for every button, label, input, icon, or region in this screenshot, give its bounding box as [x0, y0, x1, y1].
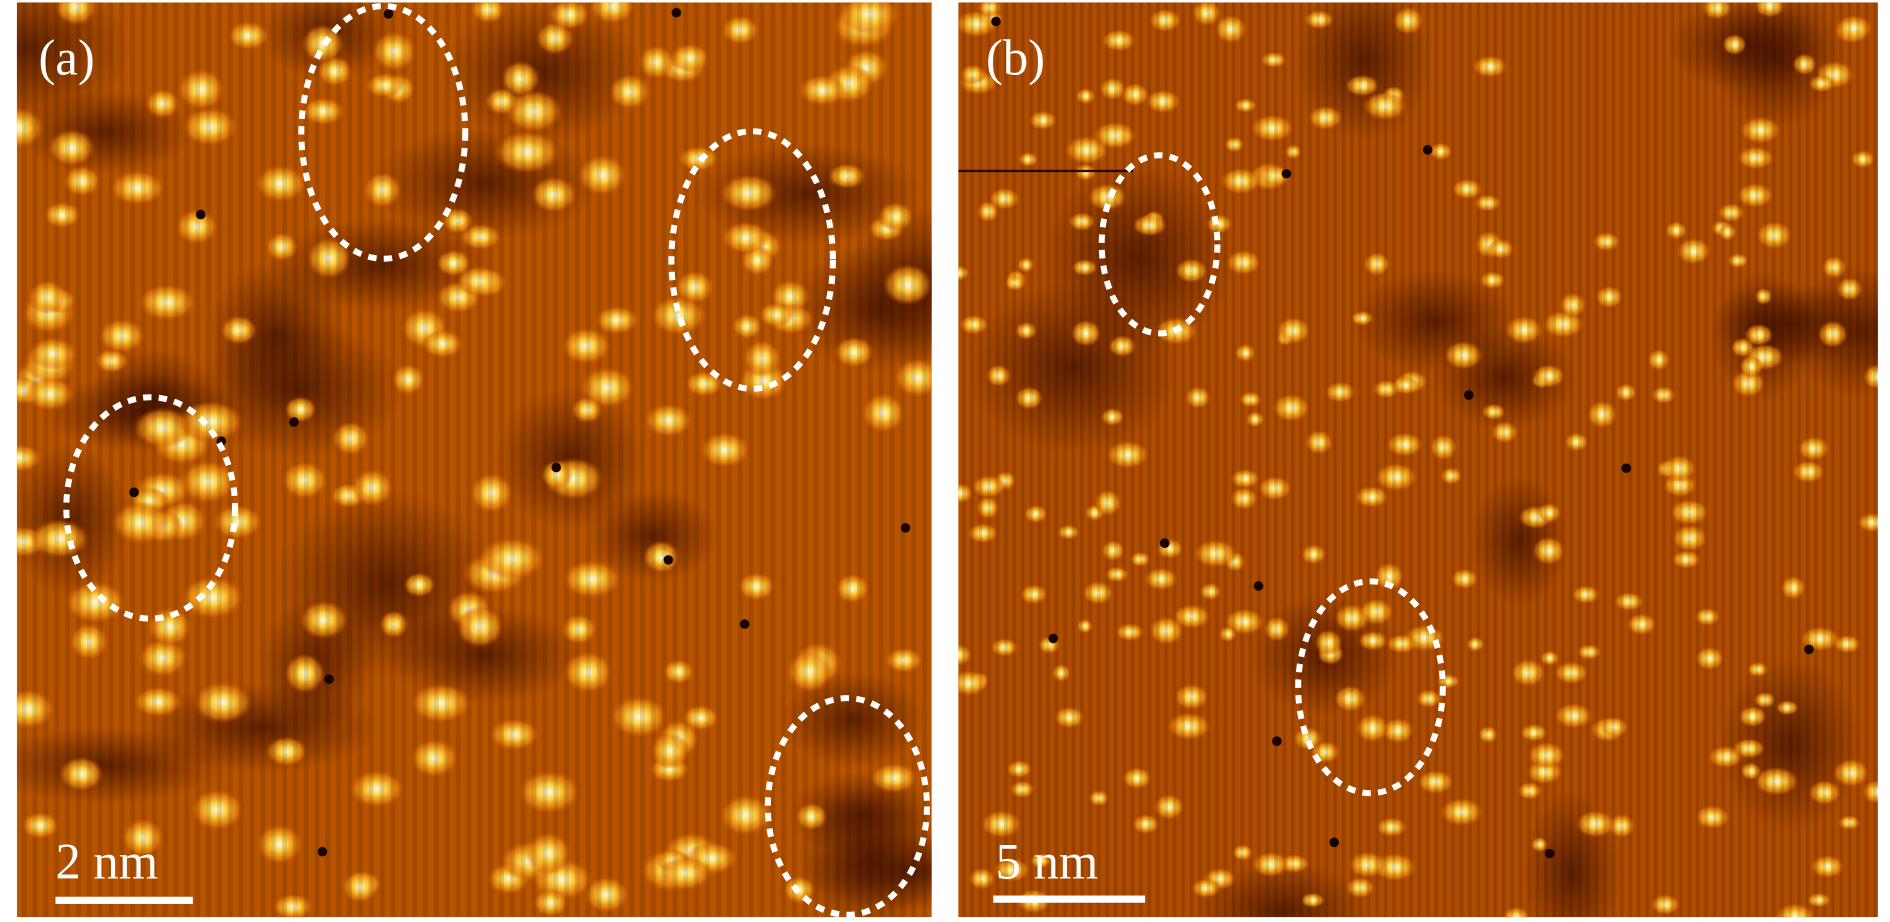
dashed-ellipse — [668, 128, 836, 392]
dashed-ellipse — [63, 394, 239, 622]
panel-a: (a) 2 nm — [16, 2, 932, 918]
panel-label: (b) — [986, 30, 1045, 86]
scale-bar-label: 2 nm — [55, 834, 158, 890]
scale-bar-label: 5 nm — [996, 834, 1099, 890]
dashed-ellipse — [298, 3, 469, 262]
lattice — [958, 2, 1878, 918]
dashed-ellipse — [1098, 152, 1221, 337]
dashed-ellipse — [764, 695, 930, 918]
highlight-rings — [1098, 152, 1446, 797]
dashed-ellipse — [1295, 578, 1446, 797]
panel-label: (a) — [39, 30, 95, 86]
panel-b: (b) 5 nm — [958, 2, 1878, 918]
scale-bar — [55, 896, 193, 904]
scale-bar — [993, 895, 1146, 903]
highlight-rings — [63, 3, 930, 918]
lattice — [16, 2, 932, 918]
